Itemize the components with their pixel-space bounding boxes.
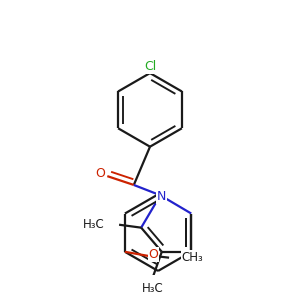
Text: O: O (148, 248, 158, 261)
Text: Cl: Cl (144, 60, 156, 73)
Text: O: O (95, 167, 105, 180)
Text: N: N (157, 190, 167, 203)
Text: H₃C: H₃C (83, 218, 105, 231)
Text: H₃C: H₃C (142, 282, 164, 295)
Text: CH₃: CH₃ (182, 251, 203, 264)
